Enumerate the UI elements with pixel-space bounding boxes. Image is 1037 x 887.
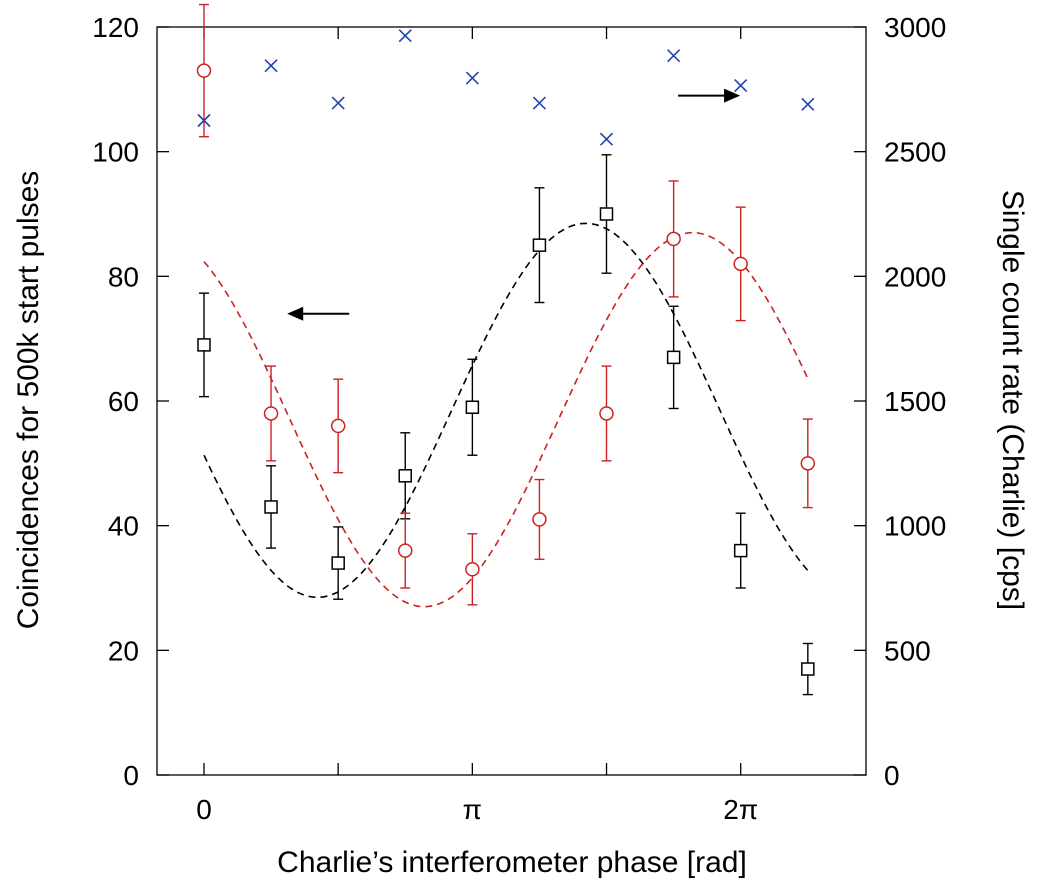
x-marker: [197, 113, 211, 128]
circle-marker: [465, 562, 480, 577]
plot-frame: [156, 26, 867, 776]
y-right-tick-label: 1500: [884, 386, 946, 417]
circle-marker: [532, 512, 547, 527]
arrow-head: [287, 306, 304, 321]
square-marker: [331, 556, 345, 570]
y-right-tick-label: 3000: [884, 12, 946, 43]
circle-marker: [397, 543, 413, 558]
square-marker: [264, 500, 278, 514]
square-marker: [666, 350, 681, 365]
square-marker: [465, 400, 480, 414]
circle-marker: [196, 63, 212, 78]
circle-marker: [666, 231, 681, 247]
square-marker: [733, 543, 748, 558]
x-marker-stroke: [667, 49, 681, 63]
y-left-tick-label: 100: [92, 137, 139, 168]
x-marker-stroke: [465, 71, 479, 85]
x-marker: [465, 71, 479, 85]
y-right-tick-label: 0: [884, 760, 900, 791]
y-axis-left-title: Coincidences for 500k start pulses: [12, 171, 45, 630]
square-marker: [197, 338, 211, 352]
x-marker-stroke: [398, 29, 412, 43]
y-right-tick-label: 2000: [884, 261, 946, 292]
y-axis-right-title: Single count rate (Charlie) [cps]: [996, 190, 1029, 610]
y-left-tick-label: 120: [92, 12, 139, 43]
x-marker: [667, 49, 681, 63]
x-marker: [398, 29, 412, 43]
y-left-tick-label: 60: [108, 386, 139, 417]
x-tick-label: 2π: [723, 794, 758, 825]
y-right-tick-label: 2500: [884, 137, 946, 168]
left-axis-arrow: [287, 306, 350, 321]
x-marker: [532, 96, 546, 110]
y-left-tick-label: 80: [108, 261, 139, 292]
arrow-head: [724, 88, 741, 103]
x-marker: [331, 96, 345, 110]
x-marker-stroke: [532, 96, 546, 110]
x-marker-stroke: [599, 132, 614, 146]
x-marker: [734, 79, 748, 93]
axes: 0 π 2π 0 20 40 60 80 100 120 0 500 1000 1500 2000 2500 3…: [92, 12, 946, 825]
square-marker: [398, 469, 412, 483]
circle-marker: [263, 406, 279, 421]
circle-marker: [599, 406, 614, 421]
x-marker: [599, 132, 614, 146]
data-marks: [196, 3, 816, 696]
fit-curve-1: [203, 231, 809, 608]
circle-marker: [330, 418, 346, 434]
x-marker-stroke: [331, 96, 345, 110]
x-marker-stroke: [197, 113, 211, 128]
square-marker: [599, 207, 614, 221]
circle-marker: [800, 456, 816, 471]
x-marker-stroke: [734, 79, 748, 93]
y-left-tick-label: 40: [108, 511, 139, 542]
circle-marker: [733, 256, 748, 272]
x-marker: [801, 97, 815, 111]
x-axis-title: Charlie’s interferometer phase [rad]: [277, 846, 747, 879]
fit-curve-0: [203, 222, 809, 599]
square-marker: [532, 238, 547, 252]
y-right-tick-label: 500: [884, 635, 931, 666]
x-marker-stroke: [801, 97, 815, 111]
x-marker: [264, 59, 278, 73]
square-marker: [801, 662, 815, 676]
x-tick-label: π: [463, 794, 482, 825]
y-left-tick-label: 0: [123, 760, 139, 791]
right-axis-arrow: [678, 88, 741, 103]
y-left-tick-label: 20: [108, 635, 139, 666]
x-marker-stroke: [264, 59, 278, 73]
x-tick-label: 0: [196, 794, 212, 825]
y-right-tick-label: 1000: [884, 511, 946, 542]
